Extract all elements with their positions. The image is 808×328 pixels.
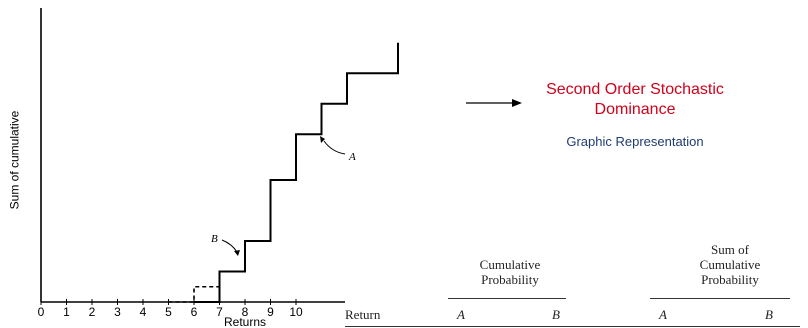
group-cumulative-probability: Cumulative Probability xyxy=(450,257,570,287)
axes xyxy=(40,8,345,303)
return-header: Return xyxy=(345,307,381,322)
x-tick-label: 5 xyxy=(165,305,172,319)
annotation-b-arrowhead xyxy=(234,250,240,256)
group1-line-1: Cumulative xyxy=(479,257,541,272)
x-ticks: 0 1 2 3 4 5 6 7 8 9 10 Returns xyxy=(38,299,303,328)
col-b-header: B xyxy=(552,307,560,322)
col-a2-header: A xyxy=(659,307,667,322)
annotation-a-pointer xyxy=(323,140,346,155)
series-layer xyxy=(168,42,399,303)
x-tick-label: 2 xyxy=(89,305,96,319)
probability-table-header: Cumulative Probability Sum of Cumulative… xyxy=(345,240,800,328)
group1-rule xyxy=(448,298,566,299)
x-tick-label: 0 xyxy=(38,305,45,319)
pointer-arrow xyxy=(466,99,522,107)
annotation-b-label: B xyxy=(211,233,218,245)
annotation-a-label: A xyxy=(348,151,356,163)
x-tick-label: 7 xyxy=(216,305,223,319)
col-b2-header: B xyxy=(765,307,773,322)
group2-line-1: Sum of xyxy=(711,242,749,257)
group2-rule xyxy=(650,298,790,299)
group1-line-2: Probability xyxy=(481,272,539,287)
annotations: AB xyxy=(211,136,356,256)
col-a-header: A xyxy=(457,307,465,322)
x-tick-label: 6 xyxy=(191,305,198,319)
group-sum-cumulative-probability: Sum of Cumulative Probability xyxy=(670,242,790,287)
x-tick-label: 1 xyxy=(63,305,70,319)
x-tick-label: 10 xyxy=(289,305,303,319)
table-bottom-rule xyxy=(345,326,800,327)
title: Second Order Stochastic Dominance xyxy=(546,81,724,118)
group2-line-3: Probability xyxy=(701,272,759,287)
x-tick-label: 8 xyxy=(242,305,249,319)
pointer-arrow-head xyxy=(512,99,522,107)
subtitle: Graphic Representation xyxy=(566,134,704,149)
x-axis-label: Returns xyxy=(224,315,266,328)
x-tick-label: 4 xyxy=(140,305,147,319)
annotation-b-pointer xyxy=(221,239,238,253)
series-b-line xyxy=(168,256,246,303)
x-tick-label: 3 xyxy=(114,305,121,319)
group2-line-2: Cumulative xyxy=(699,257,761,272)
y-axis-label: Sum of cumulative xyxy=(7,110,21,210)
x-tick-label: 9 xyxy=(267,305,274,319)
series-a-line xyxy=(194,42,399,303)
y-axis-label-wrap: Sum of cumulative xyxy=(3,95,25,225)
annotation-a-arrowhead xyxy=(320,136,325,143)
